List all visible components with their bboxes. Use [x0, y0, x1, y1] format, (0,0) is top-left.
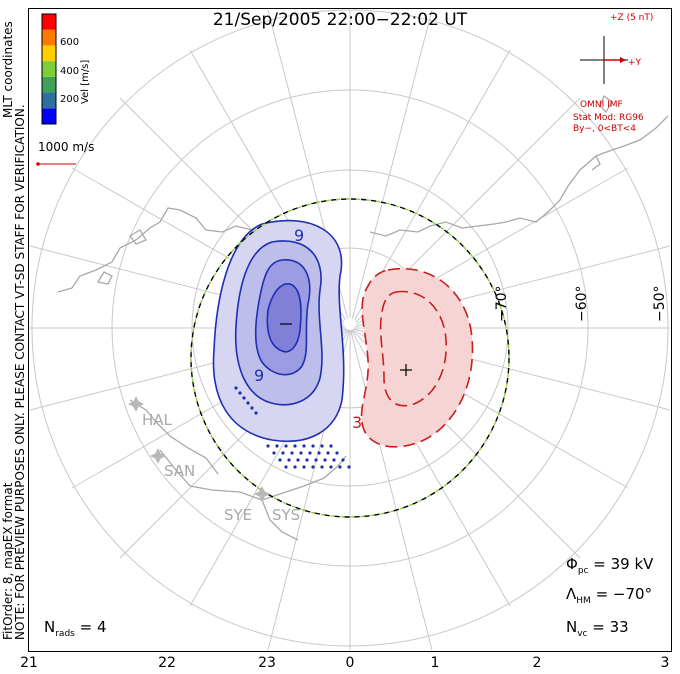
radar-label-sys: SYS [272, 506, 301, 524]
velocity-vector [305, 458, 309, 462]
legend-tick-400: 400 [60, 66, 80, 77]
velocity-vector [272, 451, 276, 455]
radar-label-sye: SYE [224, 506, 253, 524]
contour-label-pos3: 3 [352, 413, 363, 432]
velocity-vector [329, 444, 333, 448]
negative-cell [212, 219, 345, 442]
imf-condition: By−, 0<BT<4 [573, 124, 636, 134]
velocity-vector [329, 465, 333, 469]
imf-model: Stat Mod: RG96 [573, 113, 644, 123]
velocity-vector [341, 458, 345, 462]
velocity-vector [254, 411, 258, 415]
velocity-vector [278, 458, 282, 462]
stat-n-vc: Nvc = 33 [566, 618, 629, 639]
velocity-vector [317, 451, 321, 455]
hm-boundary [190, 198, 510, 518]
legend-tick-200: 200 [60, 94, 80, 105]
velocity-vector [335, 451, 339, 455]
legend-color-step [42, 76, 56, 93]
velocity-vector [302, 444, 306, 448]
lat-label-50: −50° [652, 285, 668, 322]
velocity-color-scale [41, 13, 57, 125]
velocity-vector [242, 396, 246, 400]
page-title: 21/Sep/2005 22:00−22:02 UT [212, 10, 468, 30]
velocity-vector [311, 444, 315, 448]
coastline [57, 94, 669, 541]
legend-axis-label: Vel [m/s] [80, 59, 91, 104]
positive-cell [360, 267, 474, 448]
radar-label-hal: HAL [142, 411, 172, 429]
velocity-vector [287, 458, 291, 462]
legend-color-step [42, 45, 56, 62]
velocity-vector [320, 444, 324, 448]
stat-lambda-hm: ΛHM = −70° [566, 585, 653, 606]
legend-border [41, 13, 57, 125]
velocity-vector [238, 391, 242, 395]
imf-clock-dial [580, 36, 628, 84]
legend-color-step [42, 92, 56, 109]
velocity-vector [284, 444, 288, 448]
velocity-vector [284, 465, 288, 469]
pole-marker [344, 318, 356, 330]
legend-color-step [42, 29, 56, 46]
mlt-tick-0: 0 [345, 655, 355, 671]
imf-y-label: +Y [628, 58, 642, 68]
stat-n-rads: Nrads = 4 [44, 618, 107, 639]
velocity-vector [246, 401, 250, 405]
cell-center-markers [280, 323, 412, 376]
radar-label-san: SAN [164, 462, 196, 480]
velocity-vector [250, 406, 254, 410]
velocity-vector [320, 465, 324, 469]
velocity-vector [299, 451, 303, 455]
velocity-vector [308, 451, 312, 455]
imf-source: OMNI IMF [580, 100, 623, 110]
lat-label-70: −70° [494, 285, 510, 322]
mlt-tick-21: 21 [20, 655, 38, 671]
velocity-vector [266, 444, 270, 448]
legend-color-step [42, 61, 56, 77]
velocity-vector [293, 465, 297, 469]
mlt-tick-22: 22 [158, 655, 176, 671]
velocity-vector [311, 465, 315, 469]
velocity-vector [293, 444, 297, 448]
stat-phi-pc: Φpc = 39 kV [566, 555, 654, 576]
contour-label-neg9-top: 9 [294, 226, 305, 245]
legend-color-step [42, 14, 56, 30]
velocity-vector [323, 458, 327, 462]
imf-z-label: +Z (5 nT) [610, 13, 654, 23]
velocity-vector [326, 451, 330, 455]
mlt-tick-2: 2 [532, 655, 542, 671]
contour-label-neg9-bottom: 9 [254, 366, 265, 385]
mlt-tick-1: 1 [430, 655, 440, 671]
velocity-vector [347, 465, 351, 469]
coordinate-label: MLT coordinates [1, 21, 15, 118]
legend-color-step [42, 108, 56, 124]
velocity-vector [332, 458, 336, 462]
legend-tick-600: 600 [60, 37, 80, 48]
mlt-tick-23: 23 [258, 655, 276, 671]
velocity-vector [234, 386, 238, 390]
velocity-vector [338, 465, 342, 469]
radar-sites [128, 396, 270, 502]
velocity-vector [302, 465, 306, 469]
velocity-vector [275, 444, 279, 448]
scale-vector [36, 162, 76, 166]
plot-frame [28, 8, 672, 652]
preview-note: NOTE: FOR PREVIEW PURPOSES ONLY. PLEASE … [13, 104, 27, 640]
velocity-vector [296, 458, 300, 462]
mlt-tick-3: 3 [660, 655, 670, 671]
velocity-vectors [234, 386, 351, 469]
fit-order-note: FitOrder: 8, mapEX format [1, 482, 15, 640]
lat-label-60: −60° [574, 285, 590, 322]
scale-vector-label: 1000 m/s [38, 140, 95, 154]
velocity-vector [314, 458, 318, 462]
velocity-vector [290, 451, 294, 455]
velocity-vector [281, 451, 285, 455]
